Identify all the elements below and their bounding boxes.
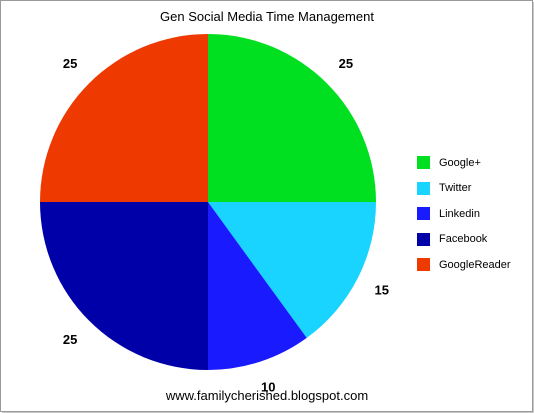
legend-swatch-facebook xyxy=(417,232,430,246)
pie-slice-linkedin xyxy=(208,202,307,370)
pie-slice-facebook xyxy=(40,202,208,370)
legend-label-googlereader: GoogleReader xyxy=(439,258,511,271)
legend-label-google: Google+ xyxy=(439,156,481,169)
legend-label-facebook: Facebook xyxy=(439,233,488,246)
pie-slice-google xyxy=(208,34,376,202)
legend-swatch-linkedin xyxy=(417,207,430,221)
legend-item-linkedin: Linkedin xyxy=(417,201,511,227)
legend-item-google: Google+ xyxy=(417,150,511,176)
chart-title: Gen Social Media Time Management xyxy=(160,9,374,24)
legend-swatch-google xyxy=(417,156,430,170)
footer-url: www.familycherished.blogspot.com xyxy=(165,388,369,403)
legend: Google+ Twitter Linkedin Facebook GoogleRead… xyxy=(417,150,511,278)
data-label-linkedin: 10 xyxy=(261,379,275,394)
legend-label-linkedin: Linkedin xyxy=(439,207,480,220)
legend-label-twitter: Twitter xyxy=(439,182,472,195)
data-label-googlereader: 25 xyxy=(63,56,77,71)
pie-slice-twitter xyxy=(208,202,376,338)
legend-item-googlereader: GoogleReader xyxy=(417,252,511,278)
legend-swatch-googlereader xyxy=(417,258,430,272)
data-label-google: 25 xyxy=(339,56,353,71)
pie-slice-googlereader xyxy=(40,34,208,202)
legend-item-twitter: Twitter xyxy=(417,176,511,202)
data-label-facebook: 25 xyxy=(63,332,77,347)
data-label-twitter: 15 xyxy=(375,283,389,298)
legend-item-facebook: Facebook xyxy=(417,227,511,253)
legend-swatch-twitter xyxy=(417,181,430,195)
